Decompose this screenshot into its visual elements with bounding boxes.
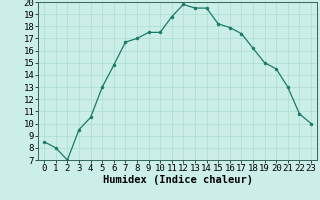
X-axis label: Humidex (Indice chaleur): Humidex (Indice chaleur) (103, 175, 252, 185)
